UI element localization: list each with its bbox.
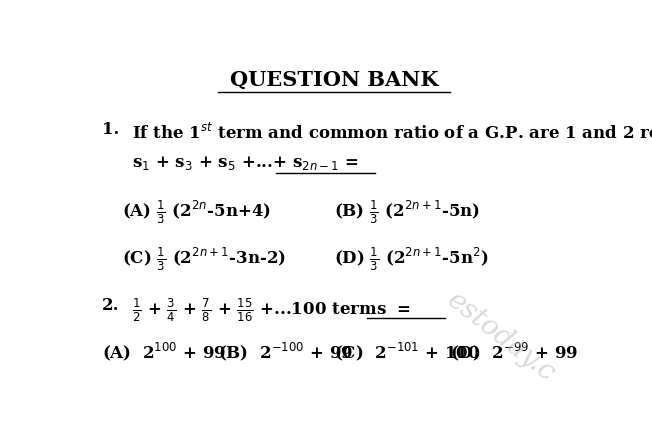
Text: (A) $\frac{1}{3}$ (2$^{2n}$-5n+4): (A) $\frac{1}{3}$ (2$^{2n}$-5n+4) [122, 198, 271, 226]
Text: (C)  2$^{-101}$ + 100: (C) 2$^{-101}$ + 100 [334, 341, 481, 363]
Text: QUESTION BANK: QUESTION BANK [230, 70, 438, 90]
Text: s$_1$ + s$_3$ + s$_5$ +...+ s$_{2n-1}$ =: s$_1$ + s$_3$ + s$_5$ +...+ s$_{2n-1}$ = [132, 154, 366, 172]
Text: $\frac{1}{2}$ + $\frac{3}{4}$ + $\frac{7}{8}$ + $\frac{15}{16}$ +...100 terms  =: $\frac{1}{2}$ + $\frac{3}{4}$ + $\frac{7… [132, 297, 413, 324]
Text: (D) $\frac{1}{3}$ (2$^{2n+1}$-5n$^2$): (D) $\frac{1}{3}$ (2$^{2n+1}$-5n$^2$) [334, 246, 489, 273]
Text: (D)  2$^{-99}$ + 99: (D) 2$^{-99}$ + 99 [451, 341, 578, 363]
Text: (B)  2$^{-100}$ + 99: (B) 2$^{-100}$ + 99 [218, 341, 353, 363]
Text: 2.: 2. [102, 297, 119, 314]
Text: (B) $\frac{1}{3}$ (2$^{2n+1}$-5n): (B) $\frac{1}{3}$ (2$^{2n+1}$-5n) [334, 198, 481, 226]
Text: If the 1$^{st}$ term and common ratio of a G.P. are 1 and 2 respectively then: If the 1$^{st}$ term and common ratio of… [132, 121, 652, 145]
Text: estoday.c: estoday.c [441, 287, 560, 388]
Text: (A)  2$^{100}$ + 99: (A) 2$^{100}$ + 99 [102, 341, 226, 363]
Text: 1.: 1. [102, 121, 119, 138]
Text: (C) $\frac{1}{3}$ (2$^{2n+1}$-3n-2): (C) $\frac{1}{3}$ (2$^{2n+1}$-3n-2) [122, 246, 286, 273]
